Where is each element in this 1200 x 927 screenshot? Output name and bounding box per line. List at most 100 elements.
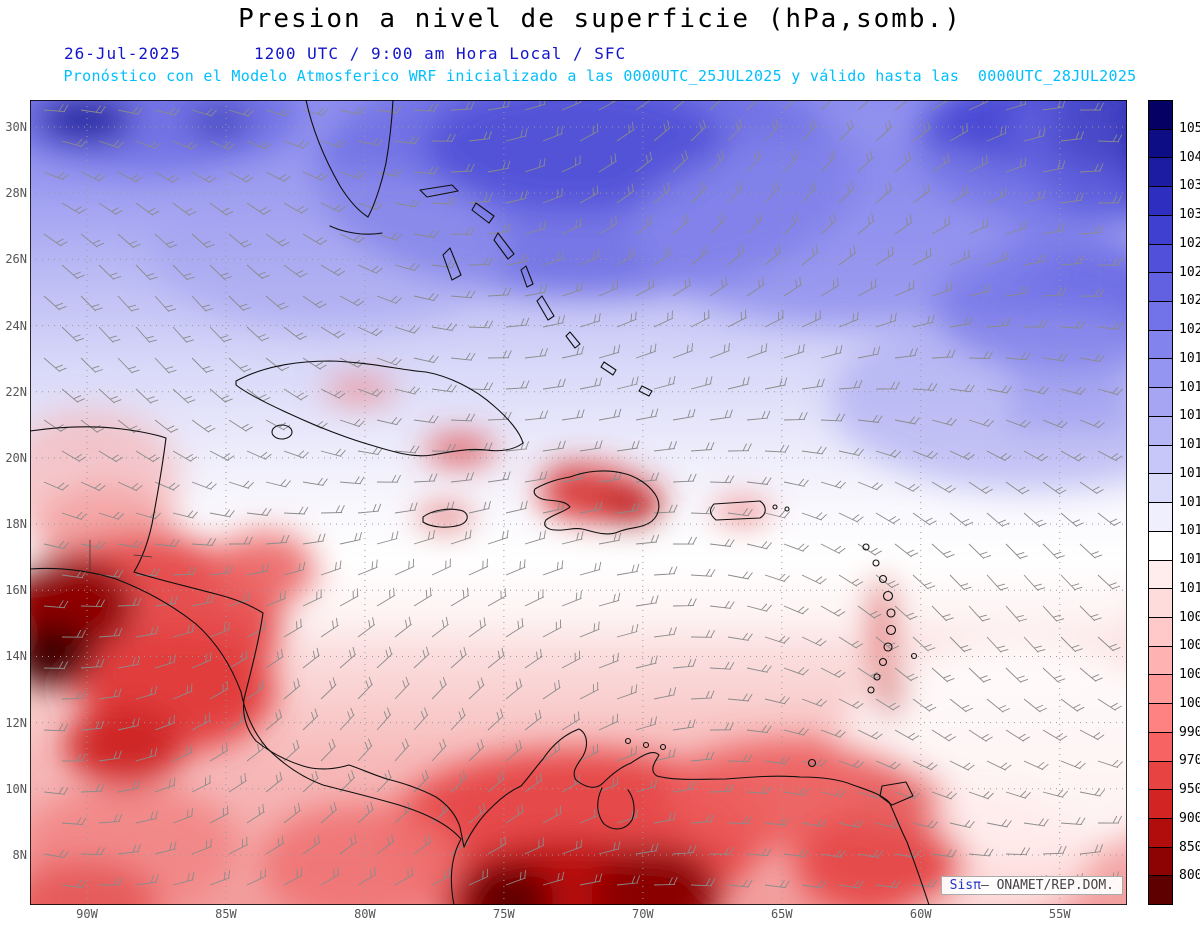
bahamas <box>419 184 653 397</box>
lat-label: 16N <box>5 583 27 598</box>
aruba <box>624 737 632 745</box>
bonaire <box>659 743 667 751</box>
lon-label: 80W <box>354 907 376 921</box>
colorbar-band <box>1149 732 1172 762</box>
colorbar-tick: 1035 <box>1179 178 1200 194</box>
lat-label: 18N <box>5 517 27 532</box>
valid-time: 1200 UTC / 9:00 am Hora Local / SFC <box>254 44 627 63</box>
colorbar-band <box>1149 215 1172 245</box>
colorbar-band <box>1149 675 1172 705</box>
colorbar-band <box>1149 531 1172 561</box>
colorbar-band <box>1149 589 1172 618</box>
colorbar-tick: 1002 <box>1179 667 1200 682</box>
colorbar-tick: 990 <box>1179 724 1200 740</box>
puerto-rico-coast <box>709 500 766 521</box>
credit-badge: Sisπ— ONAMET/REP.DOM. <box>940 876 1123 895</box>
colorbar-band <box>1149 790 1172 819</box>
lat-label: 26N <box>5 252 27 267</box>
lesser-antilles <box>862 543 918 694</box>
lon-label: 65W <box>770 907 793 921</box>
lat-label: 24N <box>5 318 27 333</box>
colorbar-tick: 1040 <box>1179 149 1200 165</box>
lon-label: 75W <box>493 907 515 921</box>
colorbar-tick: 1050 <box>1179 120 1200 136</box>
colorbar-tick: 1030 <box>1179 207 1200 222</box>
colorbar-band <box>1149 187 1172 216</box>
jamaica-coast <box>422 508 468 528</box>
hispaniola-coast <box>533 470 660 535</box>
forecast-description: Pronóstico con el Modelo Atmosferico WRF… <box>63 67 1137 85</box>
florida-coast <box>305 100 394 218</box>
colorbar-tick: 1022 <box>1179 293 1200 309</box>
curacao <box>642 741 650 749</box>
graticule-grid <box>30 100 1127 905</box>
lat-label: 30N <box>5 120 27 134</box>
virgin-islands <box>772 504 778 510</box>
lat-label: 14N <box>5 649 27 664</box>
colorbar-band <box>1149 560 1172 590</box>
colorbar-tick: 950 <box>1179 782 1200 797</box>
colorbar-tick: 1017 <box>1179 408 1200 424</box>
colorbar-band <box>1149 129 1172 159</box>
lon-label: 70W <box>631 907 654 921</box>
coastlines <box>30 100 930 905</box>
lon-label: 85W <box>215 907 237 921</box>
colorbar-tick: 1016 <box>1179 437 1200 452</box>
colorbar-tick: 1028 <box>1179 235 1200 251</box>
colorbar-band <box>1149 330 1172 360</box>
cuba-coast <box>235 360 524 457</box>
colorbar-band <box>1149 388 1172 417</box>
colorbar-tick: 800 <box>1179 868 1200 884</box>
south-america-caribbean-coast <box>463 728 930 905</box>
colorbar-tick: 1015 <box>1179 465 1200 481</box>
florida-keys <box>329 225 383 235</box>
margarita-island <box>807 758 817 768</box>
colorbar-band <box>1149 273 1172 303</box>
lake-maracaibo <box>597 787 635 830</box>
colorbar-band <box>1149 445 1172 475</box>
pacific-coast <box>30 567 462 905</box>
colorbar-band <box>1149 416 1172 446</box>
wind-barbs <box>43 100 1124 889</box>
brand-label: Sisπ <box>949 878 981 893</box>
lat-label: 12N <box>5 715 27 730</box>
central-america-caribbean-coast <box>30 426 465 848</box>
colorbar-tick: 1025 <box>1179 264 1200 280</box>
lon-label: 55W <box>1048 907 1071 921</box>
colorbar-tick: 1019 <box>1179 350 1200 366</box>
colorbar-tick: 1006 <box>1179 638 1200 654</box>
colorbar-tick: 1012 <box>1179 552 1200 567</box>
colorbar-tick: 1018 <box>1179 379 1200 395</box>
colorbar-band <box>1149 818 1172 848</box>
pressure-map <box>30 100 1127 905</box>
lat-label: 10N <box>5 781 27 796</box>
colorbar-band <box>1149 244 1172 274</box>
colorbar-band <box>1149 503 1172 532</box>
colorbar-band <box>1149 617 1172 647</box>
pressure-colorbar <box>1148 100 1173 905</box>
colorbar-band <box>1149 876 1172 905</box>
page-title: Presion a nivel de superficie (hPa,somb.… <box>238 4 962 34</box>
colorbar-band <box>1149 704 1172 733</box>
colorbar-tick: 850 <box>1179 839 1200 855</box>
colorbar-tick: 1013 <box>1179 523 1200 539</box>
colorbar-tick: 1000 <box>1179 695 1200 711</box>
colorbar-tick: 900 <box>1179 810 1200 826</box>
colorbar-tick: 1020 <box>1179 322 1200 337</box>
colorbar-tick: 1014 <box>1179 494 1200 510</box>
lat-label: 22N <box>5 384 27 399</box>
colorbar-band <box>1149 847 1172 877</box>
colorbar-tick: 1008 <box>1179 609 1200 625</box>
country-borders <box>89 539 153 571</box>
lat-label: 28N <box>5 186 27 201</box>
lat-label: 20N <box>5 450 27 465</box>
colorbar-band <box>1149 158 1172 188</box>
colorbar-tick: 970 <box>1179 753 1200 769</box>
isla-juventud <box>271 424 293 440</box>
lat-label: 8N <box>12 847 27 862</box>
lon-label: 90W <box>76 907 98 921</box>
colorbar-band <box>1149 646 1172 676</box>
colorbar-band <box>1149 101 1172 130</box>
colorbar-band <box>1149 474 1172 504</box>
colorbar-band <box>1149 761 1172 791</box>
